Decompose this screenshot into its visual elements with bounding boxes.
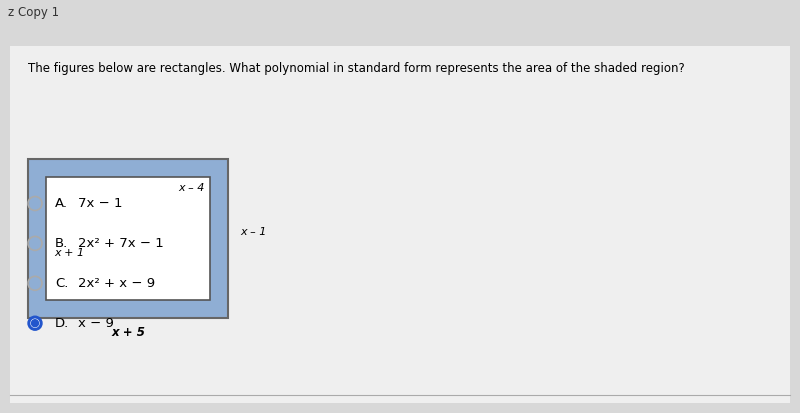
Text: x – 1: x – 1	[240, 227, 266, 237]
Text: z Copy 1: z Copy 1	[8, 6, 59, 19]
Text: x + 5: x + 5	[111, 326, 145, 339]
Text: B.: B.	[55, 237, 68, 250]
Bar	[46, 176, 210, 300]
Circle shape	[31, 319, 39, 327]
Circle shape	[31, 320, 38, 327]
Text: 2x² + x − 9: 2x² + x − 9	[78, 277, 155, 290]
Text: x + 1: x + 1	[54, 248, 84, 258]
Text: x – 4: x – 4	[178, 183, 205, 192]
Text: The figures below are rectangles. What polynomial in standard form represents th: The figures below are rectangles. What p…	[28, 62, 685, 75]
Text: x − 9: x − 9	[78, 317, 114, 330]
Text: 2x² + 7x − 1: 2x² + 7x − 1	[78, 237, 164, 250]
Circle shape	[28, 316, 42, 330]
Text: D.: D.	[55, 317, 70, 330]
Bar	[28, 159, 228, 318]
Text: A.: A.	[55, 197, 68, 210]
Text: C.: C.	[55, 277, 68, 290]
Text: 7x − 1: 7x − 1	[78, 197, 122, 210]
